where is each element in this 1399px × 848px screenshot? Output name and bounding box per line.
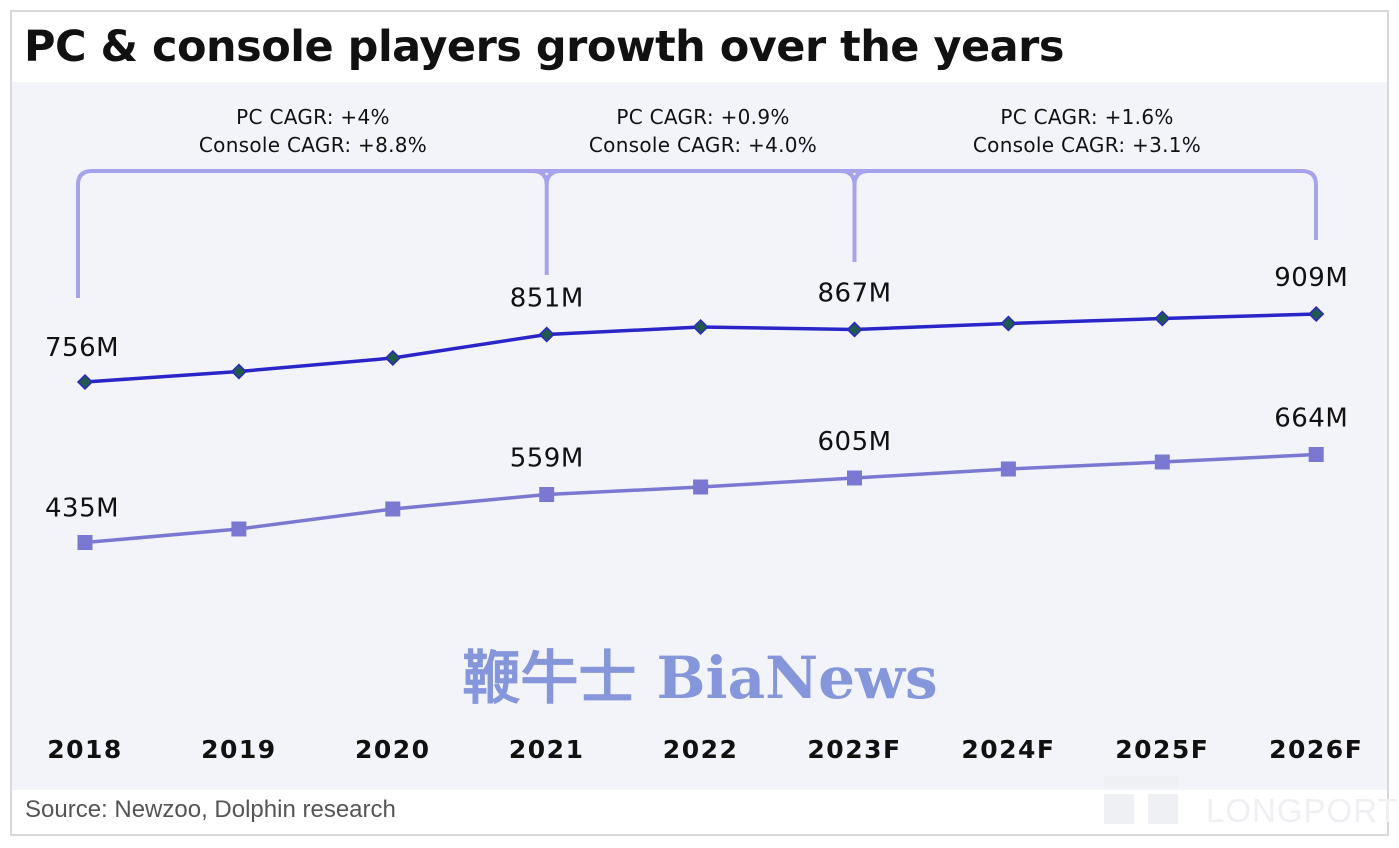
console-series-line (84, 452, 1317, 545)
console-point-2025F (1154, 454, 1170, 470)
pc-point-2025F (1154, 310, 1171, 327)
bianews-watermark: 鞭牛士 BiaNews (462, 644, 937, 712)
x-tick-label-2024F: 2024F (961, 735, 1055, 764)
x-tick-label-2022: 2022 (663, 735, 739, 764)
plot-area (12, 82, 1387, 790)
source-note: Source: Newzoo, Dolphin research (25, 796, 396, 823)
console-point-2020 (385, 501, 401, 517)
pc-point-2023F (846, 321, 863, 338)
cagr-annotation-2-line-2: Console CAGR: +4.0% (589, 133, 817, 157)
console-data-label-2021: 559M (510, 444, 584, 474)
pc-point-2018 (76, 373, 94, 391)
console-data-label-2018: 435M (45, 494, 119, 524)
pc-point-2022 (692, 318, 709, 336)
x-tick-label-2019: 2019 (201, 735, 277, 764)
x-tick-label-2020: 2020 (355, 735, 431, 764)
cagr-bracket-outline (76, 169, 1318, 298)
console-point-2023F (847, 470, 862, 486)
x-tick-label-2021: 2021 (509, 735, 585, 764)
x-tick-label-2018: 2018 (47, 735, 123, 764)
cagr-annotation-2-line-1: PC CAGR: +0.9% (616, 105, 789, 129)
console-point-2022 (693, 479, 709, 495)
cagr-annotation-1-line-2: Console CAGR: +8.8% (199, 133, 427, 157)
cagr-annotation-3-line-1: PC CAGR: +1.6% (1000, 105, 1173, 129)
console-point-2019 (231, 521, 247, 537)
pc-point-2021 (538, 326, 555, 343)
x-tick-label-2025F: 2025F (1115, 735, 1209, 764)
console-data-label-2023F: 605M (818, 427, 892, 457)
console-point-2021 (539, 487, 555, 502)
pc-point-2024F (1000, 315, 1017, 332)
pc-data-label-2018: 756M (45, 333, 119, 363)
x-tick-label-2026F: 2026F (1269, 735, 1363, 764)
console-point-2018 (77, 535, 93, 550)
pc-point-2019 (230, 363, 247, 380)
x-tick-label-2023F: 2023F (807, 735, 901, 764)
cagr-annotation-1-line-1: PC CAGR: +4% (236, 105, 390, 129)
chart-title: PC & console players growth over the yea… (24, 22, 1064, 72)
console-point-2026F (1308, 447, 1324, 462)
longport-watermark: LONGPORT (1206, 792, 1399, 829)
console-point-2024F (1000, 461, 1016, 477)
pc-data-label-2021: 851M (510, 284, 584, 314)
pc-data-label-2026F: 909M (1274, 263, 1348, 293)
pc-data-label-2023F: 867M (818, 279, 892, 309)
cagr-annotation-3-line-2: Console CAGR: +3.1% (973, 133, 1201, 157)
pc-point-2026F (1308, 305, 1325, 323)
cagr-bracket-divider-2023F (840, 169, 869, 262)
longport-logo-icon (1104, 776, 1178, 824)
cagr-bracket-divider-2021 (532, 169, 561, 275)
console-data-label-2026F: 664M (1274, 404, 1348, 434)
pc-point-2020 (384, 349, 401, 367)
